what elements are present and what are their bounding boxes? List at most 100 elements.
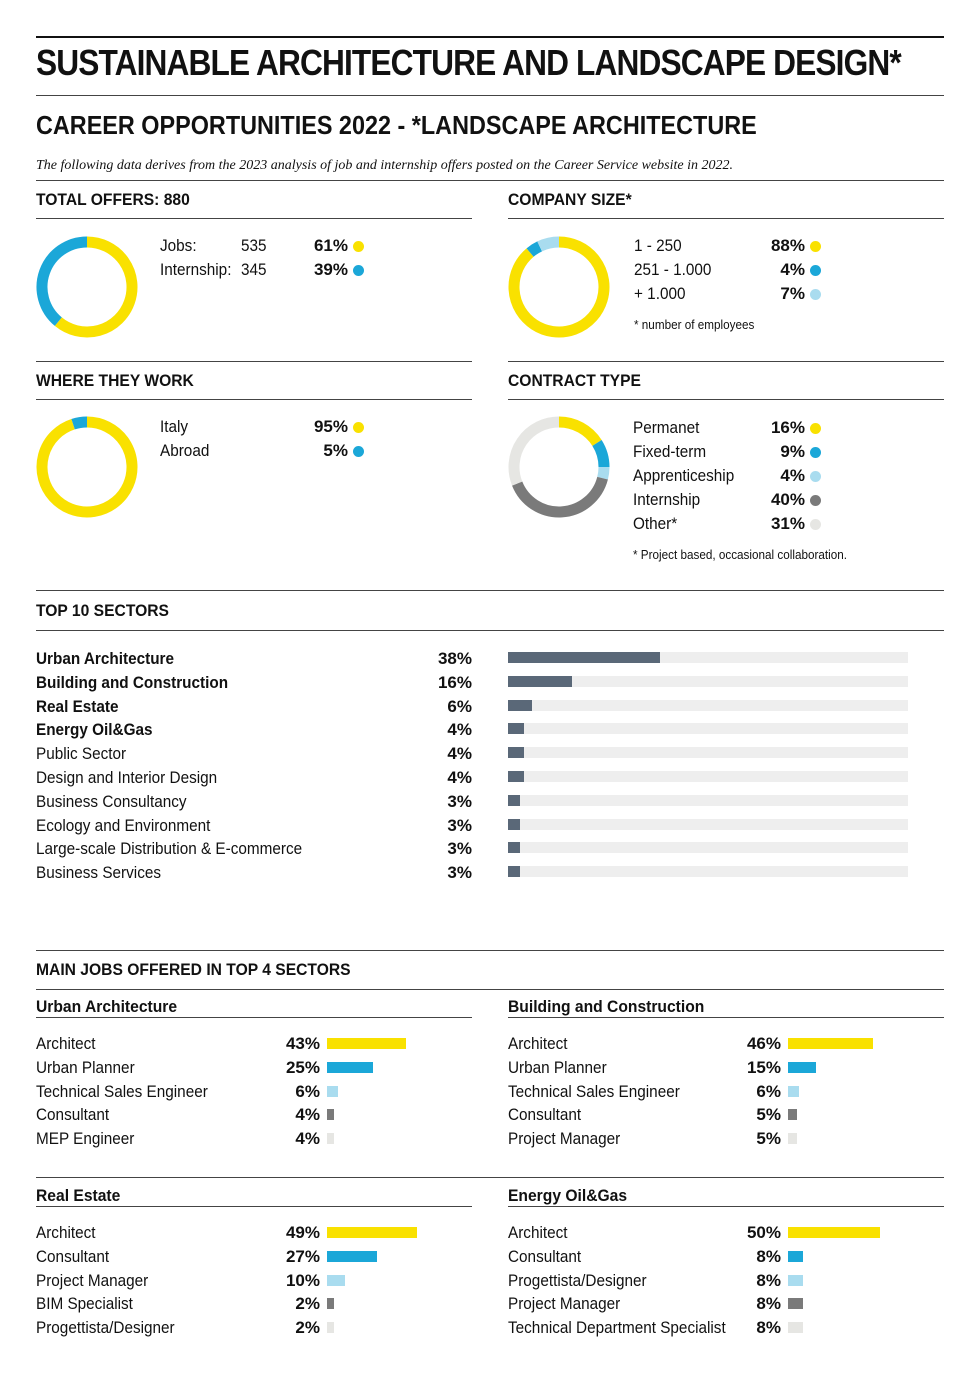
- intro-text: The following data derives from the 2023…: [36, 158, 733, 173]
- job-label: Technical Department Specialist: [508, 1318, 726, 1338]
- legend-dot: [353, 446, 364, 457]
- legend-dot: [810, 265, 821, 276]
- sector-value: 4%: [447, 768, 472, 787]
- legend-label: Internship: [633, 490, 701, 509]
- sector-label: Building and Construction: [36, 672, 229, 692]
- legend-value: 88%: [770, 236, 805, 255]
- legend-label: Fixed-term: [633, 442, 707, 461]
- job-label: Consultant: [508, 1105, 582, 1125]
- job-value: 4%: [295, 1129, 320, 1149]
- job-bar: [788, 1298, 803, 1310]
- sector-value: 4%: [447, 720, 472, 740]
- page-subtitle: CAREER OPPORTUNITIES 2022 - *LANDSCAPE A…: [36, 110, 757, 140]
- job-value: 46%: [746, 1034, 781, 1053]
- legend-value: 16%: [770, 418, 805, 437]
- jobs-rule: [36, 989, 944, 990]
- job-bar: [327, 1061, 373, 1073]
- sector-value: 3%: [447, 863, 472, 883]
- legend-dot: [810, 519, 821, 530]
- job-bar: [327, 1038, 407, 1049]
- donut-slice-abroad: [71, 416, 88, 430]
- job-label: Architect: [508, 1223, 568, 1242]
- legend-value: 7%: [780, 284, 805, 303]
- jobs-heading: MAIN JOBS OFFERED IN TOP 4 SECTORS: [36, 960, 351, 979]
- job-value: 50%: [746, 1223, 781, 1242]
- job-bar: [327, 1109, 335, 1121]
- sectors-rule-top: [36, 590, 944, 591]
- sector-bar: [508, 652, 660, 663]
- sector-bar-track: [508, 723, 908, 735]
- legend-count: 535: [241, 236, 267, 255]
- jobs-rule-top: [36, 950, 944, 951]
- job-value: 2%: [295, 1318, 320, 1338]
- job-label: Technical Sales Engineer: [36, 1081, 208, 1101]
- job-label: Project Manager: [508, 1129, 621, 1149]
- job-bar: [788, 1250, 803, 1262]
- donut-slice-251-1-000: [526, 241, 543, 257]
- legend-dot: [810, 241, 821, 252]
- sector-bar-track: [508, 842, 908, 854]
- sector-value: 4%: [447, 744, 472, 764]
- job-value: 5%: [756, 1129, 781, 1149]
- job-value: 43%: [285, 1034, 320, 1053]
- job-value: 8%: [756, 1270, 781, 1290]
- where-rule: [36, 399, 472, 400]
- sector-bar-track: [508, 652, 908, 663]
- job-label: Architect: [36, 1034, 96, 1053]
- job-value: 6%: [295, 1081, 320, 1101]
- job-bar: [788, 1061, 816, 1073]
- legend-label: Italy: [160, 417, 189, 436]
- legend-label: + 1.000: [634, 284, 686, 303]
- sector-bar: [508, 866, 520, 878]
- job-bar: [327, 1227, 418, 1238]
- jobs-sector-rule: [36, 1017, 472, 1018]
- sector-label: Energy Oil&Gas: [36, 720, 153, 740]
- legend-value: 39%: [313, 260, 348, 279]
- contract-heading: CONTRACT TYPE: [508, 371, 641, 390]
- sector-value: 3%: [447, 791, 472, 811]
- where-heading: WHERE THEY WORK: [36, 371, 194, 390]
- total-offers-heading: TOTAL OFFERS: 880: [36, 190, 190, 209]
- company-size-rule: [508, 218, 944, 219]
- legend-label: Internship:: [160, 260, 232, 279]
- legend-value: 4%: [780, 260, 805, 279]
- job-label: Consultant: [508, 1246, 582, 1266]
- legend-label: 251 - 1.000: [634, 260, 712, 279]
- job-label: Progettista/Designer: [508, 1270, 647, 1290]
- donut-slice-internship: [36, 236, 88, 326]
- jobs-sector-rule: [36, 1206, 472, 1207]
- sector-bar: [508, 818, 520, 830]
- sector-value: 3%: [447, 815, 472, 835]
- job-value: 8%: [756, 1318, 781, 1338]
- legend-label: 1 - 250: [634, 236, 682, 255]
- legend-dot: [353, 422, 364, 433]
- job-bar: [788, 1038, 873, 1049]
- legend-dot: [810, 423, 821, 434]
- page-title: SUSTAINABLE ARCHITECTURE AND LANDSCAPE D…: [36, 42, 902, 83]
- job-value: 15%: [746, 1057, 781, 1077]
- sector-bar-track: [508, 747, 908, 759]
- job-value: 8%: [756, 1294, 781, 1314]
- donut-slice-italy: [36, 416, 138, 518]
- donut-slice-1-250: [508, 236, 610, 338]
- job-label: Consultant: [36, 1246, 110, 1266]
- sector-value: 6%: [447, 696, 472, 716]
- job-bar: [327, 1274, 346, 1286]
- donut-slice-other: [508, 416, 560, 486]
- legend-dot: [810, 289, 821, 300]
- job-bar: [788, 1085, 800, 1097]
- legend-dot: [810, 471, 821, 482]
- job-label: Project Manager: [508, 1294, 621, 1314]
- total-offers-donut: [36, 236, 138, 338]
- sector-label: Ecology and Environment: [36, 815, 211, 835]
- job-bar: [788, 1322, 803, 1334]
- legend-label: Apprenticeship: [633, 466, 735, 485]
- contract-note: * Project based, occasional collaboratio…: [633, 547, 847, 562]
- job-label: Urban Planner: [36, 1057, 135, 1077]
- sector-value: 3%: [447, 839, 472, 859]
- job-label: Urban Planner: [508, 1057, 607, 1077]
- donut-slice-apprenticeship: [597, 466, 610, 480]
- legend-dot: [353, 241, 364, 252]
- donut-slice-fixed-term: [592, 439, 610, 468]
- job-bar: [788, 1109, 798, 1121]
